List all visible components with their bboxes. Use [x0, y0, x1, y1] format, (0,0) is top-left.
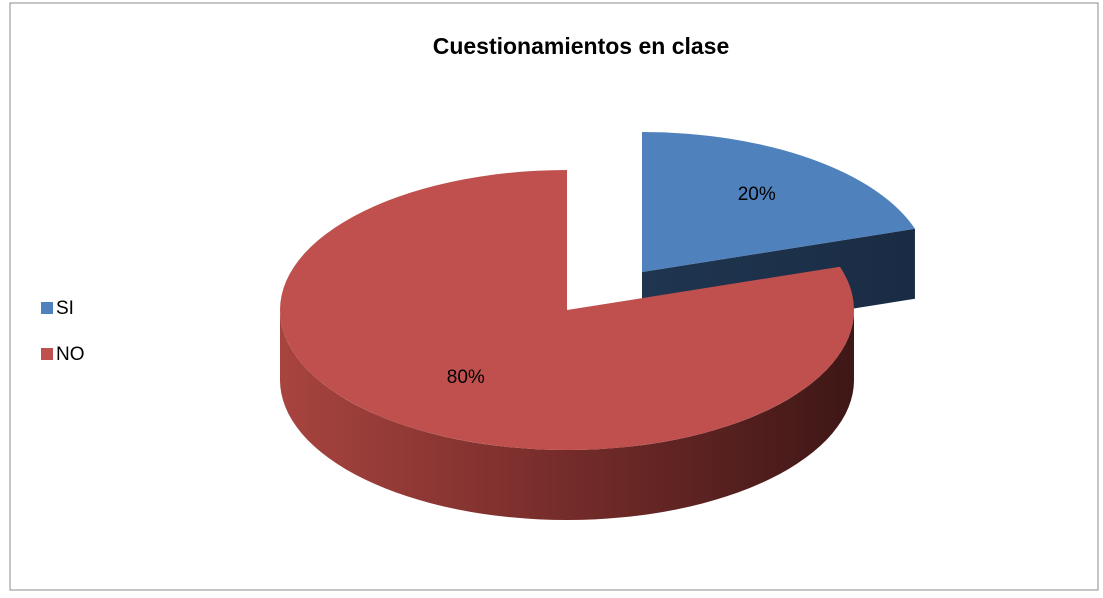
pie-slice — [280, 170, 855, 451]
legend-label: NO — [56, 344, 85, 365]
legend-label: SI — [56, 298, 74, 319]
legend-swatch — [41, 302, 53, 314]
data-label: 20% — [738, 184, 776, 205]
chart-title: Cuestionamientos en clase — [433, 33, 730, 59]
legend-swatch — [41, 348, 53, 360]
slice-wall — [280, 310, 854, 520]
data-label: 80% — [447, 367, 485, 388]
pie-slice — [642, 132, 915, 272]
